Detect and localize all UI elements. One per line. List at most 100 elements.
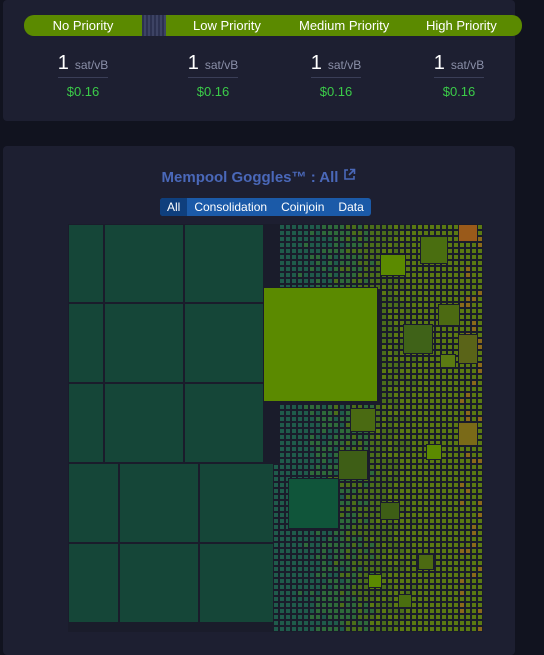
tx-cell[interactable]: [453, 470, 459, 476]
tx-cell[interactable]: [297, 416, 303, 422]
tx-cell[interactable]: [369, 260, 375, 266]
tx-cell[interactable]: [477, 458, 483, 464]
tx-cell[interactable]: [339, 260, 345, 266]
tx-cell[interactable]: [279, 524, 285, 530]
tx-cell[interactable]: [459, 458, 465, 464]
tx-cell[interactable]: [309, 428, 315, 434]
tx-cell[interactable]: [429, 410, 435, 416]
tx-cell[interactable]: [393, 476, 399, 482]
transaction-block[interactable]: [68, 543, 119, 623]
tx-cell[interactable]: [375, 278, 381, 284]
tx-cell[interactable]: [339, 440, 345, 446]
tx-cell[interactable]: [285, 542, 291, 548]
tx-cell[interactable]: [381, 392, 387, 398]
tx-cell[interactable]: [375, 224, 381, 230]
tx-cell[interactable]: [393, 332, 399, 338]
tx-cell[interactable]: [315, 554, 321, 560]
tx-cell[interactable]: [303, 530, 309, 536]
tx-cell[interactable]: [459, 272, 465, 278]
tx-cell[interactable]: [363, 278, 369, 284]
tx-cell[interactable]: [339, 224, 345, 230]
tx-cell[interactable]: [279, 230, 285, 236]
tx-cell[interactable]: [387, 410, 393, 416]
tx-cell[interactable]: [459, 530, 465, 536]
goggles-title[interactable]: Mempool Goggles™ : All: [3, 168, 515, 186]
tx-cell[interactable]: [351, 230, 357, 236]
tx-cell[interactable]: [387, 296, 393, 302]
tx-cell[interactable]: [351, 482, 357, 488]
tx-cell[interactable]: [333, 272, 339, 278]
tx-cell[interactable]: [453, 278, 459, 284]
tx-cell[interactable]: [339, 236, 345, 242]
tx-cell[interactable]: [393, 386, 399, 392]
tx-cell[interactable]: [315, 440, 321, 446]
tx-cell[interactable]: [327, 236, 333, 242]
tx-cell[interactable]: [441, 482, 447, 488]
tx-cell[interactable]: [291, 452, 297, 458]
tx-cell[interactable]: [297, 554, 303, 560]
tx-cell[interactable]: [405, 524, 411, 530]
tx-cell[interactable]: [447, 344, 453, 350]
tx-cell[interactable]: [285, 404, 291, 410]
tx-cell[interactable]: [405, 482, 411, 488]
tx-cell[interactable]: [417, 518, 423, 524]
tx-cell[interactable]: [297, 272, 303, 278]
tx-cell[interactable]: [285, 536, 291, 542]
tx-cell[interactable]: [471, 524, 477, 530]
tx-cell[interactable]: [423, 494, 429, 500]
tx-cell[interactable]: [375, 476, 381, 482]
tx-cell[interactable]: [315, 224, 321, 230]
tx-cell[interactable]: [321, 464, 327, 470]
tx-cell[interactable]: [471, 380, 477, 386]
tx-cell[interactable]: [417, 482, 423, 488]
tx-cell[interactable]: [309, 434, 315, 440]
tx-cell[interactable]: [399, 416, 405, 422]
tx-cell[interactable]: [447, 524, 453, 530]
tx-cell[interactable]: [465, 314, 471, 320]
tx-cell[interactable]: [279, 446, 285, 452]
tx-cell[interactable]: [339, 272, 345, 278]
tx-cell[interactable]: [375, 524, 381, 530]
tx-cell[interactable]: [327, 554, 333, 560]
tx-cell[interactable]: [477, 500, 483, 506]
tx-cell[interactable]: [405, 542, 411, 548]
tx-cell[interactable]: [405, 224, 411, 230]
tx-cell[interactable]: [375, 548, 381, 554]
tx-cell[interactable]: [279, 482, 285, 488]
tx-cell[interactable]: [477, 530, 483, 536]
tx-cell[interactable]: [477, 368, 483, 374]
tx-cell[interactable]: [393, 392, 399, 398]
tx-cell[interactable]: [375, 464, 381, 470]
tx-cell[interactable]: [333, 416, 339, 422]
tx-cell[interactable]: [321, 554, 327, 560]
tx-cell[interactable]: [381, 530, 387, 536]
tx-cell[interactable]: [465, 470, 471, 476]
tx-cell[interactable]: [321, 530, 327, 536]
tx-cell[interactable]: [465, 266, 471, 272]
tx-cell[interactable]: [363, 434, 369, 440]
tx-cell[interactable]: [435, 338, 441, 344]
tx-cell[interactable]: [399, 356, 405, 362]
tx-cell[interactable]: [471, 476, 477, 482]
tx-cell[interactable]: [291, 458, 297, 464]
tx-cell[interactable]: [399, 464, 405, 470]
tx-cell[interactable]: [405, 296, 411, 302]
tx-cell[interactable]: [321, 536, 327, 542]
tx-cell[interactable]: [453, 398, 459, 404]
tx-cell[interactable]: [381, 296, 387, 302]
tx-cell[interactable]: [393, 542, 399, 548]
tx-cell[interactable]: [423, 224, 429, 230]
tx-cell[interactable]: [447, 410, 453, 416]
tx-cell[interactable]: [381, 542, 387, 548]
tx-cell[interactable]: [465, 542, 471, 548]
tx-cell[interactable]: [345, 500, 351, 506]
tx-cell[interactable]: [471, 494, 477, 500]
tx-cell[interactable]: [447, 476, 453, 482]
tx-cell[interactable]: [273, 536, 279, 542]
tx-cell[interactable]: [291, 230, 297, 236]
tx-cell[interactable]: [375, 236, 381, 242]
tx-cell[interactable]: [441, 278, 447, 284]
tx-cell[interactable]: [399, 404, 405, 410]
tx-cell[interactable]: [291, 224, 297, 230]
tx-cell[interactable]: [465, 368, 471, 374]
